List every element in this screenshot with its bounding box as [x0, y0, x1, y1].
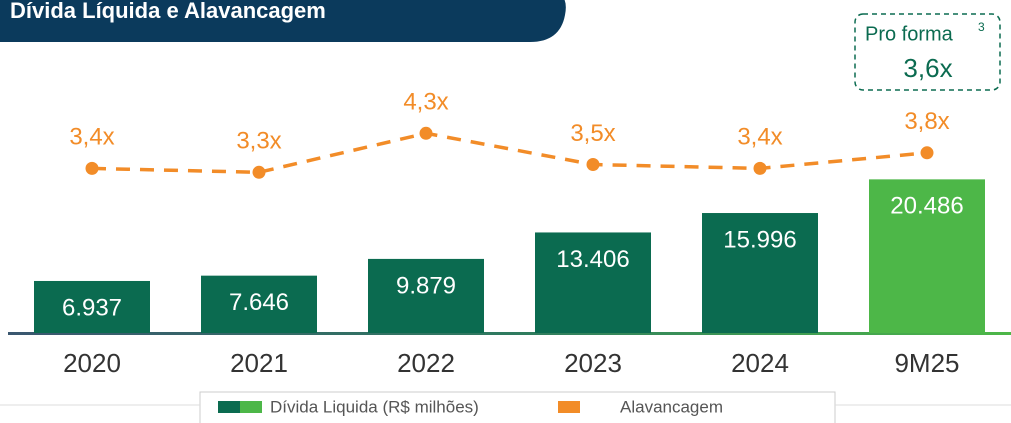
x-tick-label: 2021 — [230, 348, 288, 378]
line-point — [586, 158, 600, 171]
legend-swatch — [218, 401, 240, 413]
bar — [869, 179, 985, 333]
bar — [702, 213, 818, 333]
bar — [368, 258, 484, 333]
line-point — [85, 161, 99, 175]
bar-value-label: 20.486 — [890, 193, 963, 220]
pro-forma-box — [854, 13, 1001, 91]
line-value-label: 3,5x — [570, 120, 615, 147]
bar-value-label: 7.646 — [229, 289, 289, 316]
line-value-label: 3,3x — [236, 128, 281, 155]
x-tick-label: 2023 — [564, 348, 622, 378]
line-value-label: 3,8x — [904, 108, 949, 135]
line-point — [753, 161, 767, 175]
bar — [201, 275, 317, 333]
line-point — [419, 126, 433, 140]
bar-value-label: 15.996 — [723, 226, 796, 253]
line-value-label: 4,3x — [403, 89, 448, 116]
line — [91, 131, 928, 175]
bar-value-label: 6.937 — [62, 294, 122, 321]
pro-forma-title: Pro forma — [865, 23, 954, 45]
x-tick-label: 2024 — [731, 348, 789, 378]
legend-label: Alavancagem — [620, 397, 723, 416]
legend-swatch — [240, 401, 262, 413]
line-point — [920, 146, 934, 160]
title-banner — [0, 0, 566, 42]
x-tick-label: 2022 — [397, 348, 455, 378]
bar-value-label: 13.406 — [556, 246, 629, 273]
line-point — [252, 165, 266, 179]
bar-value-label: 9.879 — [396, 272, 456, 299]
bar — [535, 232, 651, 333]
x-tick-label: 2020 — [63, 348, 121, 378]
bar — [34, 280, 150, 333]
legend-swatch — [558, 401, 580, 413]
baseline — [8, 332, 1011, 335]
pro-forma-footnote: 3 — [978, 20, 985, 34]
legend-label: Dívida Liquida (R$ milhões) — [270, 397, 479, 416]
line-value-label: 3,4x — [737, 124, 782, 151]
line-value-label: 3,4x — [69, 124, 114, 151]
x-tick-label: 9M25 — [894, 348, 959, 378]
legend-box — [199, 391, 836, 423]
pro-forma-value: 3,6x — [903, 53, 952, 83]
chart-title: Dívida Líquida e Alavancagem — [10, 0, 326, 23]
